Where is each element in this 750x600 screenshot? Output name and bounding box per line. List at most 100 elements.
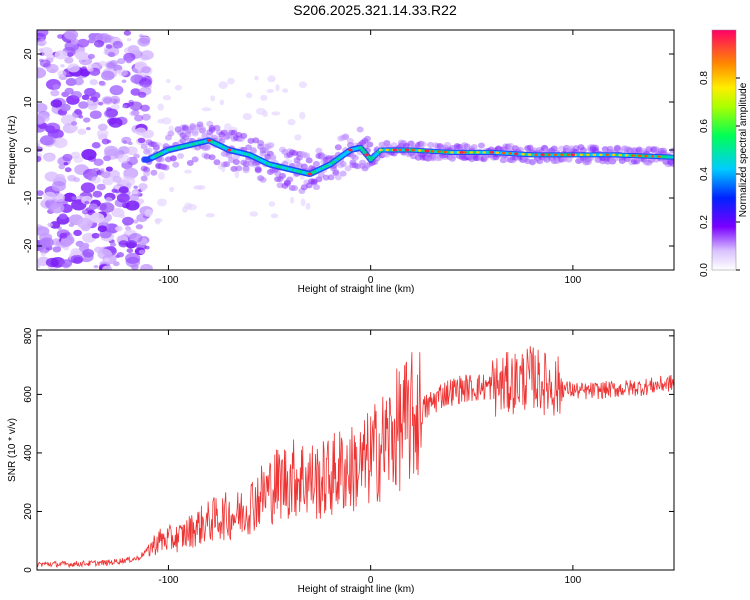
noise-blob: [144, 209, 153, 218]
noise-blob: [82, 248, 95, 258]
colorbar-ticks: 0.0 0.2 0.4 0.6 0.8: [699, 71, 740, 277]
noise-blob: [105, 44, 113, 49]
top-y-tick-label: 0: [23, 147, 34, 153]
noise-blob: [126, 38, 132, 42]
ridge-core-inner: [366, 155, 371, 159]
snr-line-layer: [37, 346, 674, 569]
noise-blob: [37, 103, 48, 113]
noise-blob: [47, 222, 53, 227]
noise-blob: [105, 197, 113, 203]
noise-blob: [139, 78, 152, 88]
noise-blob: [43, 153, 55, 162]
noise-blob: [294, 134, 302, 141]
noise-blob: [96, 183, 106, 191]
ridge-halo: [191, 130, 199, 137]
noise-blob: [103, 257, 110, 263]
noise-blob: [121, 176, 136, 187]
bottom-y-axis-label: SNR (10 * v/v): [7, 418, 18, 482]
noise-blob: [300, 198, 306, 207]
noise-blob: [111, 207, 125, 218]
ridge-halo: [312, 160, 320, 167]
noise-blob: [245, 92, 253, 99]
top-y-tick-label: 10: [23, 96, 34, 108]
noise-blob: [93, 264, 99, 269]
ridge-halo: [150, 169, 158, 176]
ridge-hotspot: [437, 150, 441, 153]
noise-blob: [118, 240, 129, 248]
ridge-hotspot: [598, 153, 603, 156]
colorbar: [711, 29, 737, 271]
noise-blob: [133, 185, 138, 189]
noise-blob: [73, 77, 84, 86]
ridge-halo: [213, 159, 221, 166]
noise-blob: [125, 252, 141, 264]
noise-blob: [52, 193, 66, 203]
noise-blob: [122, 104, 128, 109]
noise-blob: [88, 100, 94, 104]
top-y-tick-label: -10: [23, 190, 34, 205]
noise-blob: [77, 217, 93, 230]
noise-blob: [125, 146, 138, 155]
noise-blob: [141, 66, 151, 74]
noise-blob: [161, 117, 172, 125]
ridge-peak: [206, 139, 212, 142]
noise-blob: [131, 190, 138, 195]
top-y-tick-label: -20: [23, 238, 34, 253]
noise-blob: [116, 58, 126, 65]
noise-blob: [81, 242, 90, 249]
ridge-halo: [327, 174, 335, 181]
noise-blob: [52, 84, 61, 90]
noise-blob: [77, 38, 90, 48]
noise-blob: [37, 190, 44, 197]
noise-blob: [137, 137, 146, 144]
noise-blob: [70, 38, 79, 45]
noise-blob: [242, 112, 252, 121]
ridge-halo: [254, 167, 262, 174]
ridge-hotspot: [430, 150, 435, 153]
noise-blob: [140, 54, 149, 61]
noise-blob: [45, 122, 61, 134]
ridge-hotspot: [417, 149, 422, 152]
noise-blob: [135, 224, 144, 230]
noise-blob: [38, 48, 44, 52]
ridge-hotspot: [385, 148, 390, 152]
top-x-tick-label: -100: [158, 275, 178, 286]
noise-blob: [40, 252, 46, 257]
noise-blob: [267, 75, 276, 83]
ridge-halo: [334, 144, 342, 151]
ridge-core-inner: [360, 148, 365, 152]
ridge-halo: [266, 142, 274, 149]
noise-blob: [81, 195, 93, 205]
ridge-halo: [201, 132, 209, 139]
noise-blob: [135, 127, 147, 136]
noise-blob: [88, 203, 98, 210]
ridge-peak: [364, 153, 369, 157]
ridge-halo: [366, 141, 374, 148]
noise-blob: [73, 155, 84, 164]
ridge-halo: [208, 154, 216, 161]
noise-blob: [131, 109, 140, 116]
ridge-hotspot: [378, 148, 383, 152]
ridge-halo: [356, 126, 364, 133]
noise-blob: [118, 186, 129, 194]
noise-blob: [37, 146, 43, 153]
bottom-plot-frame: [36, 329, 675, 571]
ridge-hotspot: [508, 152, 512, 155]
noise-blob: [102, 265, 113, 270]
noise-blob: [157, 198, 167, 207]
noise-blob: [83, 117, 91, 123]
noise-blob: [162, 94, 172, 101]
snr-line: [37, 346, 674, 569]
ridge-hotspot: [501, 151, 506, 155]
ridge-halo: [444, 141, 452, 148]
noise-blob: [100, 171, 111, 179]
noise-blob: [111, 188, 118, 193]
noise-blob: [132, 219, 139, 224]
noise-blob: [107, 51, 116, 58]
noise-blob: [97, 101, 104, 106]
ridge-hotspot: [450, 151, 454, 154]
ridge-hotspot: [611, 153, 616, 157]
noise-blob: [268, 201, 276, 207]
noise-blob: [52, 246, 62, 253]
noise-blob: [168, 125, 174, 132]
